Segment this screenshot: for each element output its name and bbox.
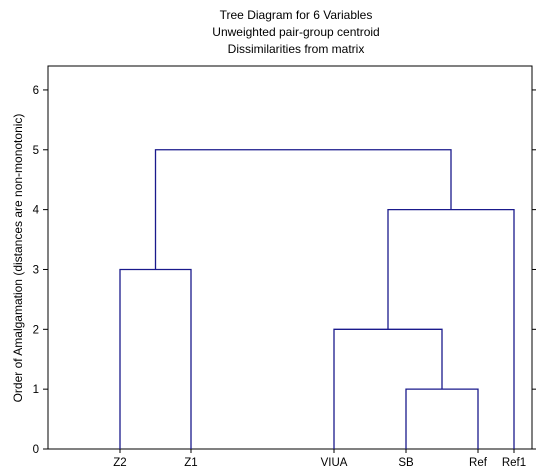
chart-subtitle-method: Unweighted pair-group centroid [212, 25, 379, 39]
y-tick-label: 1 [33, 384, 39, 396]
merge-link-5 [154, 149, 452, 270]
dendrogram-links [119, 149, 515, 449]
merge-link-1 [405, 388, 479, 449]
leaf-label-z1: Z1 [184, 457, 197, 469]
merge-link-2 [333, 328, 443, 449]
y-tick-label: 3 [33, 264, 39, 276]
chart-title: Tree Diagram for 6 Variables [220, 8, 373, 22]
y-tick-label: 0 [33, 444, 39, 456]
leaf-label-sb: SB [398, 457, 414, 469]
y-tick-label: 2 [33, 324, 39, 336]
plot-frame [47, 65, 533, 450]
y-axis-label: Order of Amalgamation (distances are non… [11, 114, 25, 403]
y-axis-ticks: 0 1 2 3 4 5 6 [33, 85, 536, 456]
y-tick-label: 5 [33, 145, 39, 157]
y-tick-label: 4 [33, 205, 40, 217]
y-tick-label: 6 [33, 85, 39, 97]
chart-subtitle-source: Dissimilarities from matrix [228, 42, 365, 56]
leaf-label-ref: Ref [469, 457, 488, 469]
leaf-label-z2: Z2 [113, 457, 126, 469]
leaf-label-ref1: Ref1 [502, 457, 526, 469]
leaf-label-viua: VIUA [321, 457, 348, 469]
merge-link-3 [119, 268, 192, 449]
leaf-labels: Z2 Z1 VIUA SB Ref Ref1 [113, 449, 526, 469]
